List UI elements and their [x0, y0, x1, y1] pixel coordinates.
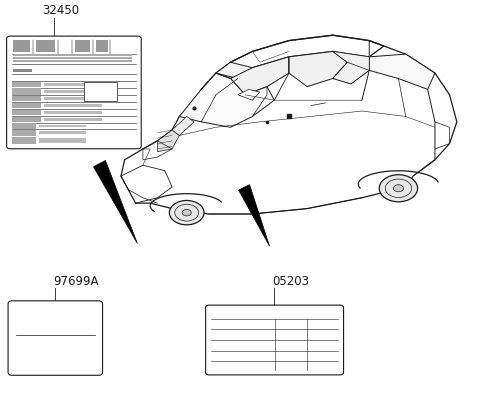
Bar — [96, 40, 108, 52]
Bar — [38, 138, 86, 143]
Bar — [12, 110, 40, 115]
Bar — [12, 123, 36, 128]
Bar — [12, 96, 40, 101]
Bar — [13, 55, 99, 56]
Bar — [13, 57, 99, 59]
Text: 05203: 05203 — [272, 275, 309, 288]
Polygon shape — [180, 73, 274, 127]
Ellipse shape — [379, 175, 418, 202]
Bar — [36, 40, 55, 52]
FancyBboxPatch shape — [205, 305, 344, 375]
Polygon shape — [157, 130, 180, 152]
Bar — [13, 57, 132, 59]
Bar — [44, 111, 102, 114]
Bar — [38, 124, 86, 127]
Polygon shape — [172, 117, 194, 135]
Bar — [38, 131, 86, 134]
Bar — [44, 83, 102, 86]
Polygon shape — [289, 51, 348, 87]
Text: 32450: 32450 — [42, 4, 79, 17]
Bar — [12, 103, 40, 108]
Bar — [44, 90, 102, 93]
Bar — [44, 118, 102, 121]
Bar — [12, 82, 40, 87]
Bar — [12, 117, 40, 122]
Polygon shape — [230, 57, 289, 95]
Bar — [12, 88, 40, 94]
Polygon shape — [333, 51, 369, 70]
Polygon shape — [238, 89, 260, 100]
Bar — [13, 55, 132, 56]
Ellipse shape — [393, 185, 404, 192]
Polygon shape — [121, 35, 457, 214]
Bar — [13, 69, 32, 72]
FancyBboxPatch shape — [7, 36, 141, 149]
Polygon shape — [94, 160, 137, 243]
Bar — [44, 104, 102, 107]
Ellipse shape — [169, 200, 204, 225]
Polygon shape — [369, 54, 435, 89]
FancyBboxPatch shape — [8, 301, 103, 375]
Bar — [13, 60, 99, 62]
Bar — [75, 40, 90, 52]
Bar — [12, 137, 36, 144]
Bar — [84, 82, 117, 101]
Polygon shape — [333, 57, 369, 84]
Bar — [12, 130, 36, 135]
Text: 97699A: 97699A — [53, 275, 98, 288]
Polygon shape — [239, 184, 270, 246]
Bar — [44, 97, 102, 100]
Bar — [13, 40, 30, 52]
Polygon shape — [216, 62, 252, 79]
Ellipse shape — [182, 209, 191, 216]
Bar — [13, 60, 132, 62]
